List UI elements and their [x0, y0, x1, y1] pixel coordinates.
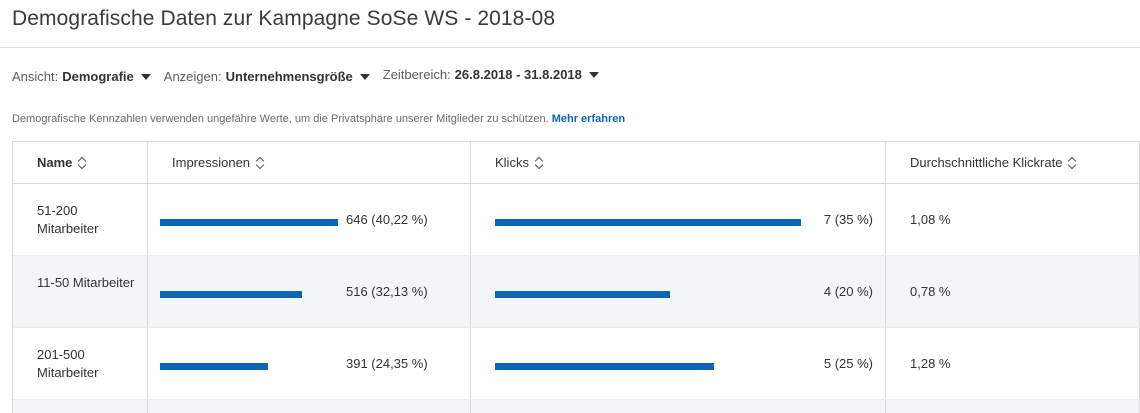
impressions-cell: 516 (32,13 %) — [148, 256, 471, 327]
clicks-cell: 4 (20 %) — [471, 256, 886, 327]
caret-down-icon — [140, 73, 151, 80]
view-value: Demografie — [62, 68, 134, 84]
column-header-label: Impressionen — [172, 155, 251, 170]
row-name: 201-500 Mitarbeiter — [37, 347, 99, 380]
column-header-name[interactable]: Name — [13, 142, 148, 183]
clicks-bar — [495, 219, 801, 226]
ctr-value: 1,28 % — [910, 356, 951, 371]
row-name: 51-200 Mitarbeiter — [37, 203, 99, 236]
show-value: Unternehmensgröße — [225, 68, 353, 84]
clicks-cell: 7 (35 %) — [471, 184, 886, 255]
sort-icon — [78, 156, 88, 169]
show-dropdown[interactable]: Anzeigen: Unternehmensgröße — [164, 69, 370, 84]
ctr-value: 1,08 % — [910, 212, 951, 227]
impressions-bar — [160, 363, 268, 370]
table-row: 51-200 Mitarbeiter 646 (40,22 %) 7 (35 %… — [13, 184, 1140, 256]
impressions-bar — [160, 219, 338, 226]
clicks-value: 7 (35 %) — [823, 212, 873, 227]
date-range-label: Zeitbereich: — [382, 66, 451, 82]
clicks-value: 5 (25 %) — [823, 356, 873, 371]
clicks-bar — [495, 363, 714, 370]
impressions-value: 391 (24,35 %) — [346, 356, 428, 371]
page-header: Demografische Daten zur Kampagne SoSe WS… — [0, 0, 1140, 48]
impressions-cell: 646 (40,22 %) — [148, 184, 471, 255]
column-header-impressions[interactable]: Impressionen — [148, 142, 471, 183]
impressions-cell: 391 (24,35 %) — [148, 328, 471, 399]
clicks-cell — [471, 400, 886, 413]
view-label: Ansicht: — [12, 68, 59, 84]
view-dropdown[interactable]: Ansicht: Demografie — [12, 69, 151, 84]
column-header-label: Klicks — [495, 155, 529, 170]
sort-icon — [256, 156, 266, 169]
ctr-cell: 0,78 % — [886, 256, 1140, 327]
table-row-partial — [13, 400, 1140, 413]
name-cell: 201-500 Mitarbeiter — [13, 328, 148, 399]
table-row: 201-500 Mitarbeiter 391 (24,35 %) 5 (25 … — [13, 328, 1140, 400]
column-header-label: Durchschnittliche Klickrate — [910, 155, 1063, 170]
column-header-label: Name — [37, 155, 73, 170]
caret-down-icon — [359, 73, 370, 80]
sort-icon — [1068, 156, 1078, 169]
impressions-value: 646 (40,22 %) — [346, 212, 428, 227]
impressions-bar — [160, 291, 302, 298]
ctr-cell: 1,08 % — [886, 184, 1140, 255]
impressions-cell — [148, 400, 471, 413]
learn-more-link[interactable]: Mehr erfahren — [551, 113, 626, 125]
ctr-cell: 1,28 % — [886, 328, 1140, 399]
clicks-bar — [495, 291, 670, 298]
column-header-clicks[interactable]: Klicks — [471, 142, 886, 183]
page-title: Demografische Daten zur Kampagne SoSe WS… — [12, 7, 556, 30]
date-range-value: 26.8.2018 - 31.8.2018 — [454, 66, 582, 82]
demographics-table: Name Impressionen Klicks Durchschnittlic… — [12, 141, 1140, 413]
impressions-value: 516 (32,13 %) — [346, 284, 428, 299]
name-cell: 11-50 Mitarbeiter — [13, 256, 148, 327]
ctr-cell — [886, 400, 1140, 413]
caret-down-icon — [588, 71, 599, 78]
table-row: 11-50 Mitarbeiter 516 (32,13 %) 4 (20 %)… — [13, 256, 1140, 328]
show-label: Anzeigen: — [163, 68, 222, 84]
row-name: 11-50 Mitarbeiter — [37, 275, 135, 290]
column-header-ctr[interactable]: Durchschnittliche Klickrate — [886, 142, 1140, 183]
sort-icon — [535, 156, 545, 169]
clicks-cell: 5 (25 %) — [471, 328, 886, 399]
filter-bar: Ansicht: Demografie Anzeigen: Unternehme… — [12, 66, 612, 86]
name-cell — [13, 400, 148, 413]
date-range-dropdown[interactable]: Zeitbereich: 26.8.2018 - 31.8.2018 — [383, 67, 599, 82]
name-cell: 51-200 Mitarbeiter — [13, 184, 148, 255]
ctr-value: 0,78 % — [910, 284, 951, 299]
privacy-notice: Demografische Kennzahlen verwenden ungef… — [12, 113, 625, 125]
table-header: Name Impressionen Klicks Durchschnittlic… — [13, 142, 1140, 184]
privacy-notice-text: Demografische Kennzahlen verwenden ungef… — [12, 113, 552, 125]
clicks-value: 4 (20 %) — [823, 284, 873, 299]
